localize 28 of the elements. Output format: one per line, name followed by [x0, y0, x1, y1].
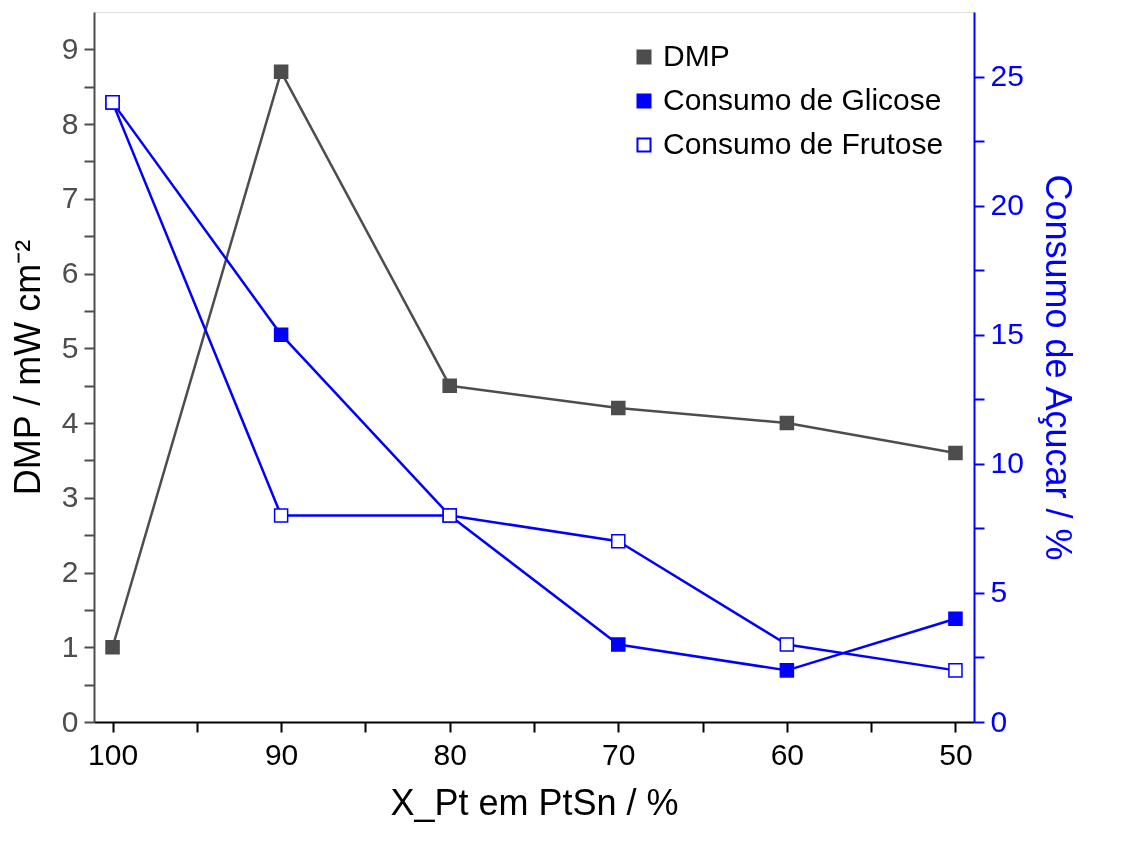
y2-tick-label: 15	[990, 317, 1024, 351]
x-axis-title: X_Pt em PtSn / %	[390, 781, 679, 823]
legend-label: Consumo de Glicose	[663, 83, 942, 116]
y-tick-label: 7	[61, 181, 79, 215]
y2-axis-title: Consumo de Açucar / %	[1037, 174, 1079, 561]
x-tick-label: 90	[264, 737, 299, 771]
legend-label: DMP	[663, 39, 730, 72]
y-tick-label: 6	[61, 256, 79, 290]
y-tick-label: 0	[61, 704, 79, 738]
x-tick-label: 100	[88, 737, 139, 771]
y-tick-label: 9	[61, 31, 79, 65]
x-tick-label: 80	[433, 737, 467, 771]
y-axis-title: DMP / mW cm⁻²	[6, 239, 48, 496]
x-tick-label: 70	[602, 737, 636, 771]
x-tick-label: 60	[770, 737, 805, 771]
x-tick-label: 50	[939, 737, 973, 771]
y-tick-label: 2	[61, 555, 79, 589]
y-tick-label: 4	[61, 405, 79, 439]
legend-label: Consumo de Frutose	[663, 127, 944, 160]
y-tick-label: 3	[61, 480, 79, 514]
y-tick-label: 8	[61, 106, 79, 140]
y-tick-label: 5	[61, 330, 79, 364]
y2-tick-label: 20	[990, 188, 1024, 222]
y2-tick-label: 0	[990, 704, 1008, 738]
y2-tick-label: 10	[990, 446, 1024, 480]
y2-tick-label: 25	[990, 59, 1024, 93]
y-tick-label: 1	[61, 629, 79, 663]
y2-tick-label: 5	[990, 575, 1008, 609]
